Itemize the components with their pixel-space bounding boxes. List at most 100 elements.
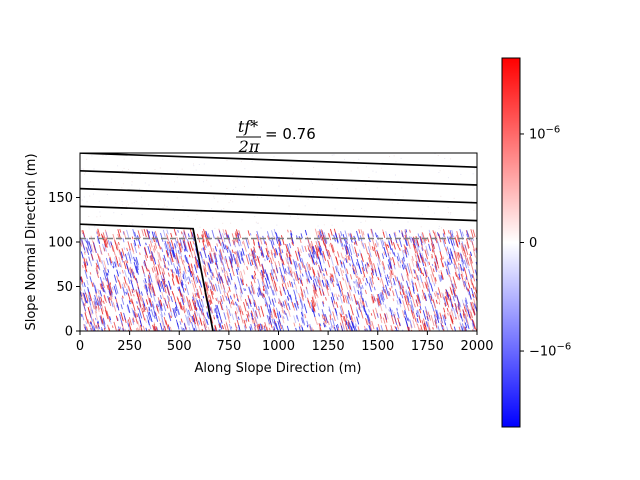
wavefield-streak <box>233 285 238 295</box>
wavefield-streak <box>254 265 256 270</box>
wavefield-streak <box>108 258 112 266</box>
wavefield-streak <box>106 272 109 276</box>
wavefield-streak <box>392 298 395 302</box>
wavefield-streak <box>190 264 195 276</box>
wavefield-streak <box>454 302 459 314</box>
wavefield-streak <box>364 328 366 331</box>
wavefield-streak <box>362 242 365 249</box>
wavefield-streak <box>118 256 123 268</box>
wavefield-streak <box>414 239 418 246</box>
wavefield-streak <box>405 240 409 247</box>
wavefield-noise <box>418 214 420 216</box>
wavefield-streak <box>390 315 395 325</box>
wavefield-noise <box>193 163 195 165</box>
x-tick-label: 750 <box>216 339 241 354</box>
x-tick-label: 1500 <box>361 339 394 354</box>
wavefield-noise <box>128 223 130 225</box>
wavefield-streak <box>144 254 148 261</box>
wavefield-streak <box>390 257 392 261</box>
wavefield-streak <box>324 313 326 317</box>
wavefield-streak <box>137 266 139 271</box>
wavefield-streak <box>152 236 155 243</box>
wavefield-streak <box>142 325 146 331</box>
wavefield-streak <box>269 309 272 316</box>
wavefield-streak <box>103 295 106 302</box>
wavefield-streak <box>380 239 384 249</box>
wavefield-streak <box>401 294 404 299</box>
wavefield-streak <box>422 310 427 320</box>
wavefield-streak <box>312 284 316 294</box>
wavefield-streak <box>362 298 365 302</box>
wavefield-streak <box>143 247 147 255</box>
wavefield-noise <box>400 157 402 159</box>
wavefield-noise <box>232 201 234 203</box>
wavefield-streak <box>113 321 117 331</box>
wavefield-streak <box>251 285 255 295</box>
wavefield-noise <box>91 155 93 157</box>
wavefield-streak <box>397 312 400 319</box>
wavefield-streak <box>269 317 272 320</box>
wavefield-noise <box>86 201 88 203</box>
wavefield-streak <box>386 274 389 280</box>
wavefield-streak <box>126 247 128 252</box>
wavefield-streak <box>323 318 326 322</box>
wavefield-streak <box>414 243 417 249</box>
wavefield-streak <box>249 262 252 266</box>
wavefield-streak <box>154 327 157 331</box>
wavefield-streak <box>153 322 156 326</box>
title-numerator: tf* <box>238 117 258 136</box>
wavefield-streak <box>210 275 213 281</box>
wavefield-noise <box>121 201 123 203</box>
wavefield-streak <box>390 285 393 289</box>
wavefield-streak <box>442 256 445 260</box>
wavefield-streak <box>433 282 436 287</box>
wavefield-streak <box>130 243 135 255</box>
wavefield-streak <box>203 317 208 329</box>
wavefield-streak <box>154 311 159 322</box>
wavefield-streak <box>377 293 382 305</box>
wavefield-streak <box>145 242 147 246</box>
wavefield-streak <box>366 328 368 331</box>
wavefield-noise <box>106 194 108 196</box>
wavefield-streak <box>438 302 441 305</box>
wavefield-streak <box>235 268 239 276</box>
wavefield-streak <box>231 299 235 306</box>
wavefield-streak <box>162 282 167 294</box>
wavefield-streak <box>410 324 413 329</box>
wavefield-streak <box>271 298 275 307</box>
wavefield-streak <box>278 252 282 261</box>
wavefield-streak <box>290 231 293 236</box>
wavefield-streak <box>309 323 313 331</box>
wavefield-streak <box>338 285 341 291</box>
wavefield-streak <box>353 264 358 276</box>
wavefield-noise <box>132 224 134 226</box>
wavefield-streak <box>357 253 360 256</box>
wavefield-streak <box>469 309 473 319</box>
wavefield-streak <box>385 312 389 320</box>
wavefield-streak <box>218 239 220 244</box>
wavefield-streak <box>464 254 468 265</box>
wavefield-noise <box>200 212 202 214</box>
wavefield-streak <box>195 292 198 296</box>
wavefield-streak <box>170 257 173 263</box>
wavefield-streak <box>142 303 146 312</box>
wavefield-streak <box>130 268 135 279</box>
wavefield-streak <box>360 240 364 247</box>
wavefield-streak <box>310 240 314 250</box>
wavefield-streak <box>404 317 409 328</box>
wavefield-streak <box>160 246 162 250</box>
wavefield-streak <box>281 249 284 254</box>
wavefield-streak <box>298 326 301 331</box>
wavefield-streak <box>275 323 279 331</box>
wavefield-streak <box>183 294 186 302</box>
wavefield-streak <box>99 276 104 287</box>
wavefield-streak <box>307 247 310 251</box>
wavefield-streak <box>81 240 85 249</box>
wavefield-streak <box>355 254 358 257</box>
wavefield-streak <box>389 279 393 288</box>
wavefield-noise <box>438 225 440 227</box>
wavefield-streak <box>184 314 189 326</box>
wavefield-streak <box>324 246 327 252</box>
wavefield-streak <box>125 291 127 295</box>
